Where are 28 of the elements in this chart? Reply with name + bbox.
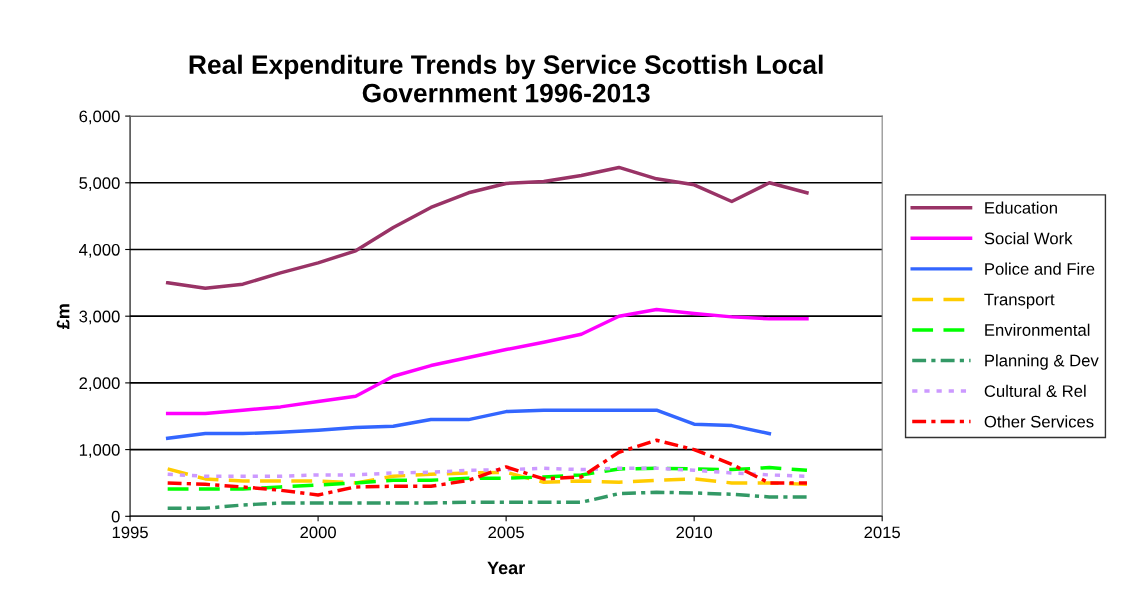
y-tick-label: 5,000 [79, 177, 120, 191]
x-tick-label: 2005 [488, 526, 524, 539]
legend-label: Education [985, 201, 1057, 214]
line-series [165, 490, 809, 511]
legend-label: Transport [984, 293, 1055, 309]
line-series [165, 307, 809, 416]
legend-label: Planning & Dev [985, 354, 1099, 370]
legend-label: Police and Fire [985, 262, 1095, 275]
x-tick-label: 2015 [864, 526, 901, 539]
legend-label: Cultural & Rel [984, 384, 1086, 398]
y-tick-label: 1,000 [79, 444, 120, 458]
y-axis-title: £m [56, 304, 70, 330]
y-tick-label: 2,000 [79, 377, 120, 392]
x-tick-label: 1995 [112, 526, 148, 539]
chart-title: Real Expenditure Trends by Service Scottish Local Government 1996-2013 [189, 54, 823, 103]
legend-label: Social Work [984, 232, 1073, 245]
x-axis-title: Year [487, 561, 525, 575]
y-tick-label: 0 [111, 510, 120, 523]
line-series [165, 408, 772, 440]
y-tick-label: 6,000 [79, 110, 120, 125]
x-tick-label: 2000 [300, 526, 336, 539]
line-series [165, 165, 809, 290]
legend-label: Environmental [985, 323, 1090, 336]
line-series [165, 438, 809, 497]
x-tick-label: 2010 [676, 526, 713, 539]
y-tick-label: 4,000 [79, 243, 120, 258]
legend-label: Other Services [984, 415, 1094, 428]
y-tick-label: 3,000 [79, 310, 120, 325]
